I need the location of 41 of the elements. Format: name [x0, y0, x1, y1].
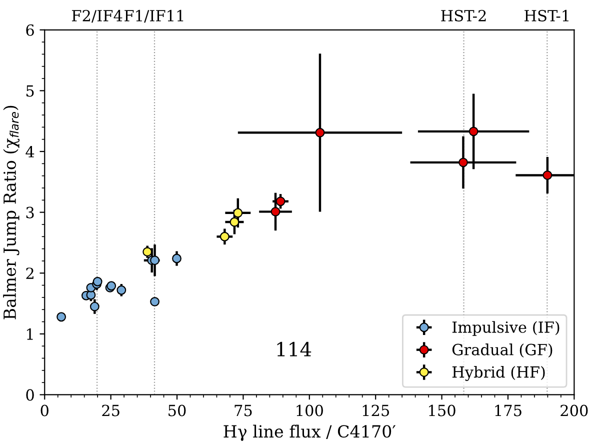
x-tick-label: 175 [495, 404, 522, 416]
legend-label: Gradual (GF) [452, 344, 552, 358]
ref-line-label: HST-2 [441, 10, 486, 22]
legend-label: Hybrid (HF) [452, 366, 545, 381]
x-tick-label: 125 [362, 404, 389, 416]
y-tick-label: 3 [26, 206, 34, 218]
y-tick-label: 1 [27, 328, 33, 340]
x-tick-label: 200 [560, 404, 588, 416]
ref-line-label: F1/IF11 [124, 10, 184, 23]
y-tick-label: 6 [26, 24, 34, 36]
point [172, 254, 182, 264]
x-tick-label: 150 [429, 404, 456, 416]
x-tick-label: 100 [296, 404, 323, 416]
point [116, 285, 126, 295]
y-tick-label: 4 [26, 146, 34, 158]
ref-line-label: HST-1 [524, 10, 568, 22]
annotation: 114 [277, 342, 312, 356]
point [150, 256, 160, 266]
y-tick-label: 2 [26, 268, 34, 279]
point [230, 217, 240, 227]
y-tick-label: 5 [26, 85, 34, 97]
point [150, 296, 160, 306]
point [315, 128, 325, 138]
x-axis-title: Hγ line flux / C4170′ [224, 424, 396, 441]
point [276, 196, 286, 206]
point [90, 302, 100, 312]
y-axis-title: Balmer Jump Ratio (χ$_{flare}$) [3, 106, 20, 320]
x-tick-label: 75 [234, 404, 252, 416]
point [468, 126, 478, 136]
legend-label: Impulsive (IF) [452, 321, 560, 336]
ref-line-label: F2/IF4 [72, 10, 122, 23]
x-tick-label: 0 [40, 404, 48, 416]
y-tick-label: 0 [26, 389, 34, 401]
point [56, 312, 66, 322]
point [270, 206, 280, 216]
point [458, 158, 468, 168]
x-tick-label: 25 [102, 404, 120, 416]
point [542, 170, 552, 180]
x-tick-label: 50 [168, 404, 186, 416]
point [233, 208, 243, 218]
point [92, 276, 102, 286]
